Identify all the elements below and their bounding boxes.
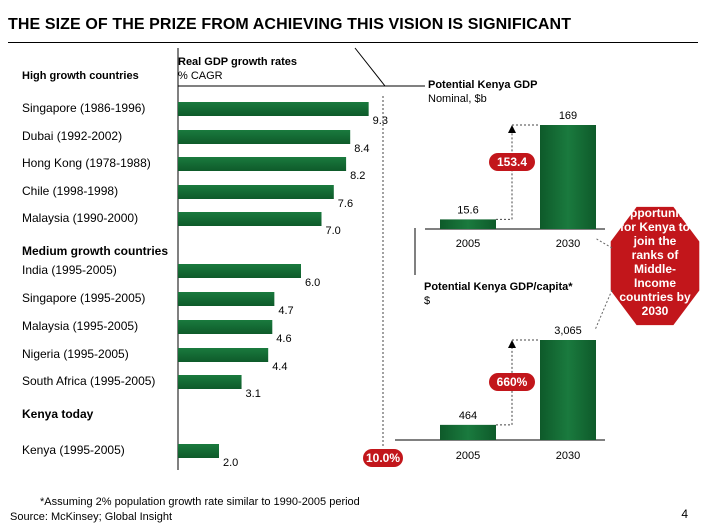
footnote: *Assuming 2% population growth rate simi… bbox=[40, 496, 360, 508]
growth-dashed-line bbox=[496, 348, 513, 426]
bar-value-label: 8.2 bbox=[350, 170, 365, 182]
bar-value-label: 6.0 bbox=[305, 277, 320, 289]
bar-value-label: 4.7 bbox=[278, 305, 293, 317]
bar-value-label: 2.0 bbox=[223, 457, 238, 469]
bar bbox=[178, 185, 334, 199]
growth-callout-bg bbox=[489, 153, 535, 171]
gdpcap-chart-title: Potential Kenya GDP/capita* bbox=[424, 281, 573, 293]
row-label: Malaysia (1990-2000) bbox=[22, 211, 139, 225]
row-label: Kenya (1995-2005) bbox=[22, 443, 125, 457]
title-rule bbox=[8, 42, 698, 43]
bar bbox=[178, 292, 275, 306]
growth-arrow-head bbox=[508, 125, 516, 133]
bar-value-label: 8.4 bbox=[354, 143, 369, 155]
page-title: THE SIZE OF THE PRIZE FROM ACHIEVING THI… bbox=[8, 16, 572, 33]
row-label: Nigeria (1995-2005) bbox=[22, 347, 129, 361]
group-high-label: High growth countries bbox=[22, 70, 139, 82]
gdpcap-chart-unit: $ bbox=[424, 295, 431, 307]
bar-value-label: 464 bbox=[459, 410, 477, 422]
bar-value-label: 3.1 bbox=[246, 388, 261, 400]
group-kenya-label: Kenya today bbox=[22, 407, 94, 421]
bar bbox=[178, 130, 351, 144]
metric-unit: % CAGR bbox=[178, 70, 223, 82]
bar bbox=[178, 375, 242, 389]
bar-value-label: 15.6 bbox=[457, 204, 478, 216]
bar-value-label: 7.6 bbox=[338, 198, 353, 210]
bar bbox=[440, 424, 496, 440]
opportunity-callout-shape bbox=[610, 206, 700, 326]
bar-value-label: 169 bbox=[559, 110, 577, 122]
gdp-chart-title: Potential Kenya GDP bbox=[428, 79, 538, 91]
opportunity-text-line: ranks of bbox=[632, 248, 680, 262]
bar-value-label: 4.6 bbox=[276, 333, 291, 345]
row-label: Chile (1998-1998) bbox=[22, 184, 119, 198]
growth-callout-label: 153.4 bbox=[497, 155, 527, 169]
category-label: 2005 bbox=[456, 450, 480, 462]
target-callout-label: 10.0% bbox=[366, 451, 400, 465]
group-medium-label: Medium growth countries bbox=[22, 244, 169, 258]
bar bbox=[440, 219, 496, 229]
growth-callout-label: 660% bbox=[497, 375, 528, 389]
row-label: South Africa (1995-2005) bbox=[22, 374, 156, 388]
bar bbox=[540, 340, 596, 440]
bar bbox=[178, 264, 301, 278]
gdp-chart-unit: Nominal, $b bbox=[428, 93, 487, 105]
opportunity-text-line: for Kenya to bbox=[620, 220, 690, 234]
bar bbox=[178, 102, 369, 116]
growth-dashed-line bbox=[496, 133, 513, 220]
opportunity-text-line: Opportunity bbox=[621, 206, 690, 220]
opportunity-text-line: Middle- bbox=[634, 262, 676, 276]
row-label: Hong Kong (1978-1988) bbox=[22, 156, 151, 170]
bar-value-label: 3,065 bbox=[554, 325, 582, 337]
bar-value-label: 7.0 bbox=[326, 225, 341, 237]
growth-callout-bg bbox=[489, 373, 535, 391]
bar-value-label: 9.3 bbox=[373, 115, 388, 127]
metric-title: Real GDP growth rates bbox=[178, 56, 297, 68]
row-label: India (1995-2005) bbox=[22, 263, 117, 277]
bar bbox=[178, 320, 273, 334]
row-label: Singapore (1995-2005) bbox=[22, 291, 146, 305]
bar bbox=[178, 212, 322, 226]
category-label: 2030 bbox=[556, 450, 580, 462]
opportunity-text-line: join the bbox=[633, 234, 677, 248]
metric-header-slant bbox=[354, 47, 386, 87]
bar-value-label: 4.4 bbox=[272, 361, 287, 373]
source-note: Source: McKinsey; Global Insight bbox=[10, 511, 173, 523]
row-label: Malaysia (1995-2005) bbox=[22, 319, 139, 333]
row-label: Dubai (1992-2002) bbox=[22, 129, 123, 143]
bar bbox=[178, 348, 269, 362]
growth-arrow-head bbox=[508, 340, 516, 348]
opportunity-pointer-bottom bbox=[594, 289, 613, 331]
category-label: 2030 bbox=[556, 238, 580, 250]
opportunity-pointer-top bbox=[594, 237, 613, 249]
page-number: 4 bbox=[681, 507, 688, 521]
opportunity-text-line: 2030 bbox=[642, 304, 669, 318]
row-label: Singapore (1986-1996) bbox=[22, 101, 146, 115]
category-label: 2005 bbox=[456, 238, 480, 250]
bar bbox=[540, 125, 596, 229]
opportunity-text-line: countries by bbox=[619, 290, 691, 304]
bar bbox=[178, 157, 347, 171]
opportunity-text-line: Income bbox=[634, 276, 676, 290]
target-callout-bg bbox=[363, 449, 403, 467]
bar bbox=[178, 444, 219, 458]
